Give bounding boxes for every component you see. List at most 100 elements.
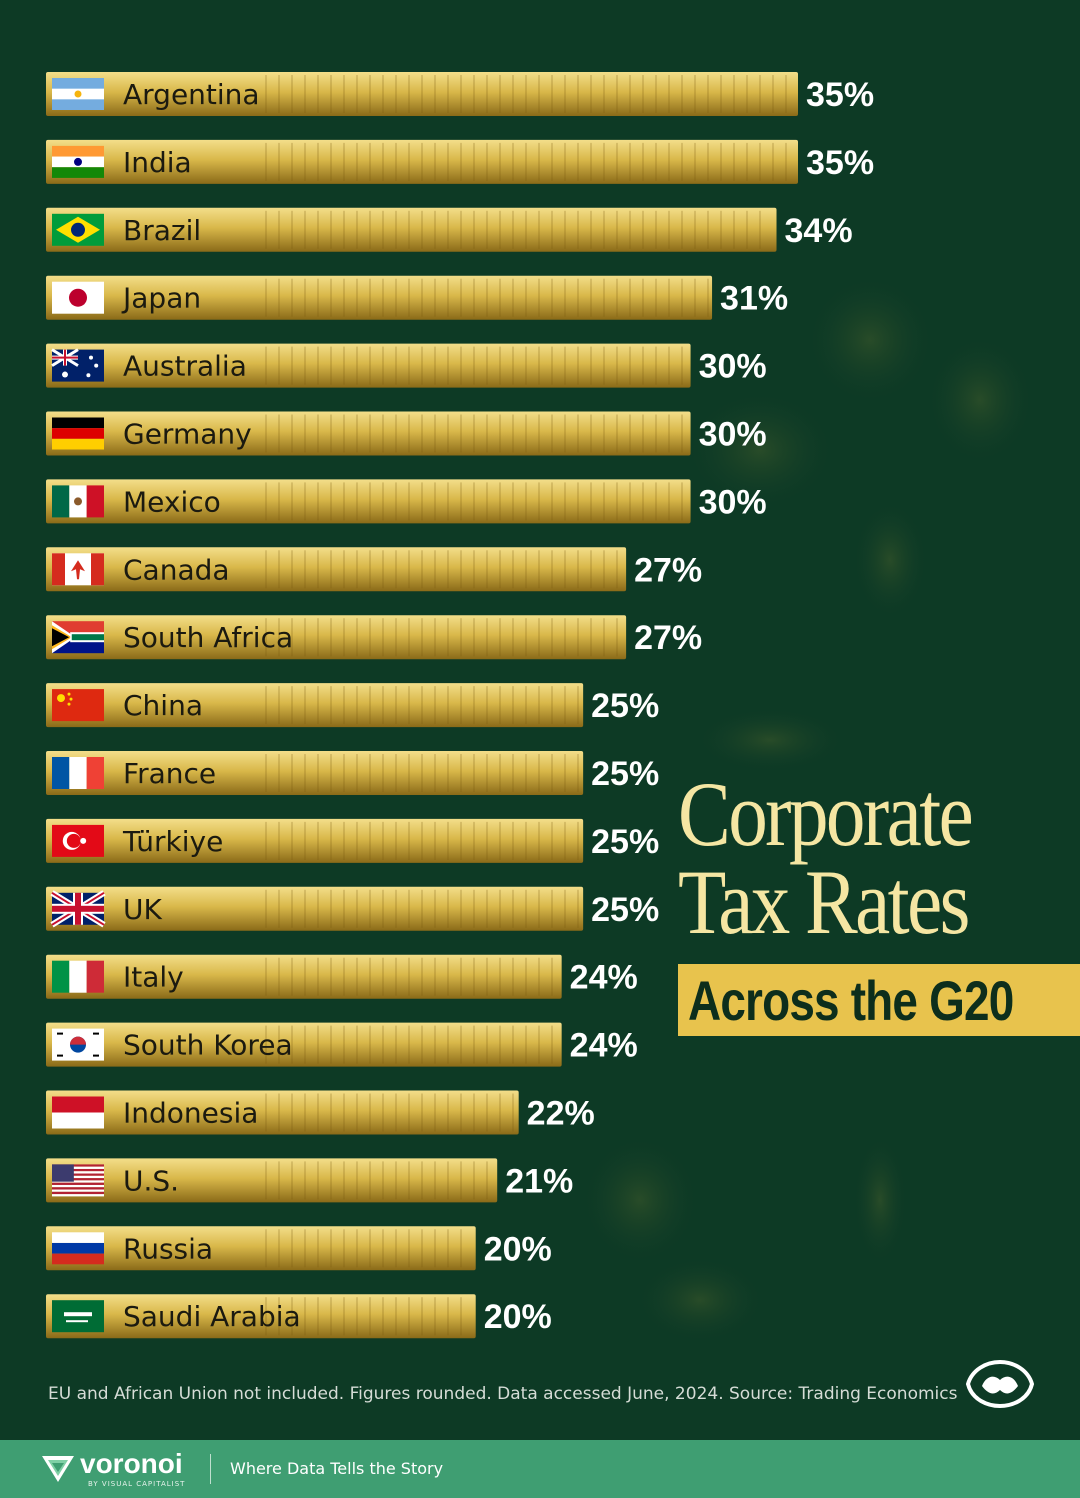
bar-row: China 25% — [46, 683, 659, 728]
chart-title-line-1: Corporate — [678, 763, 974, 865]
bar-row: Brazil 34% — [46, 207, 853, 252]
bar-saudi-arabia — [46, 1294, 476, 1339]
bar-value-label: 22% — [527, 1095, 595, 1133]
bar-south-korea — [46, 1022, 562, 1067]
bar-label: Saudi Arabia — [123, 1300, 301, 1333]
bar-value-label: 27% — [634, 551, 702, 589]
bar-value-label: 35% — [806, 144, 874, 182]
bar-row: Indonesia 22% — [46, 1090, 595, 1135]
south-africa-flag — [52, 621, 104, 654]
uk-flag — [50, 890, 106, 928]
bar-canada — [46, 547, 627, 592]
bar-label: Canada — [123, 553, 230, 586]
bar-row: Germany 30% — [46, 411, 767, 456]
chart-title-line-2: Tax Rates — [678, 851, 970, 953]
bar-label: Indonesia — [123, 1097, 258, 1130]
india-flag — [52, 145, 104, 178]
russia-flag — [52, 1232, 104, 1265]
footer-bar: voronoi BY VISUAL CAPITALIST Where Data … — [0, 1440, 1080, 1498]
bar-row: Argentina 35% — [46, 72, 874, 116]
brazil-flag — [52, 213, 104, 246]
bar-row: Canada 27% — [46, 547, 702, 592]
bar-texture — [265, 1229, 462, 1268]
bar-row: Saudi Arabia 20% — [46, 1294, 552, 1339]
bar-argentina — [46, 72, 798, 116]
australia-flag — [51, 348, 104, 382]
bar-label: Türkiye — [122, 825, 223, 858]
bar-label: Russia — [123, 1232, 213, 1265]
visual-capitalist-icon — [965, 1359, 1035, 1409]
bar-texture — [265, 550, 618, 589]
mexico-flag — [52, 485, 104, 518]
bar-row: U.S. 21% — [46, 1158, 573, 1203]
bar-chart: Argentina 35% India 35% Brazil 34% Japan 31% Aus… — [46, 72, 874, 1339]
south-korea-flag — [52, 1028, 104, 1061]
bar-uk — [46, 886, 584, 931]
bar-texture — [265, 414, 683, 453]
bar-row: UK 25% — [46, 886, 659, 931]
bar-indonesia — [46, 1090, 519, 1135]
bar-value-label: 24% — [570, 1027, 638, 1065]
footer-divider — [210, 1454, 211, 1484]
japan-flag — [52, 281, 104, 314]
bar-label: South Africa — [123, 621, 293, 654]
bar-row: South Korea 24% — [46, 1022, 638, 1067]
bar-label: Mexico — [123, 485, 221, 518]
bar-texture — [265, 75, 787, 113]
bar-germany — [46, 411, 691, 456]
italy-flag — [52, 960, 104, 993]
bar-mexico — [46, 479, 691, 524]
bar-row: Japan 31% — [46, 275, 788, 320]
bar-label: China — [123, 689, 203, 722]
bar-row: Australia 30% — [46, 343, 767, 388]
bar-value-label: 25% — [591, 687, 659, 725]
bar-value-label: 24% — [570, 959, 638, 997]
bar-u-s- — [46, 1158, 498, 1203]
bar-row: France 25% — [46, 751, 659, 795]
chart-subtitle: Across the G20 — [688, 969, 1014, 1032]
bar-label: France — [123, 757, 216, 790]
bar-italy — [46, 954, 562, 999]
source-footnote: EU and African Union not included. Figur… — [48, 1384, 958, 1404]
bar-south-africa — [46, 615, 627, 660]
bar-label: Germany — [123, 418, 252, 451]
bar-australia — [46, 343, 691, 388]
bar-t-rkiye — [46, 818, 584, 863]
bar-label: Brazil — [123, 214, 201, 247]
indonesia-flag — [52, 1096, 104, 1129]
bar-texture — [265, 1297, 462, 1336]
bar-texture — [265, 821, 579, 860]
bar-row: Russia 20% — [46, 1226, 552, 1271]
bar-value-label: 30% — [699, 416, 767, 454]
bar-value-label: 30% — [699, 483, 767, 521]
saudi-arabia-flag — [52, 1300, 104, 1333]
title-block: Corporate Tax Rates Across the G20 — [678, 763, 1080, 1036]
bar-label: Argentina — [123, 78, 260, 111]
voronoi-logo-icon — [42, 1456, 74, 1482]
bar-value-label: 31% — [720, 280, 788, 318]
bar-texture — [265, 957, 553, 996]
bar-label: Italy — [123, 961, 184, 994]
footer-brand-sub: BY VISUAL CAPITALIST — [88, 1480, 186, 1488]
us-flag — [52, 1164, 104, 1197]
bar-texture — [265, 142, 787, 181]
bar-russia — [46, 1226, 476, 1271]
bar-row: India 35% — [46, 139, 874, 184]
bar-texture — [265, 618, 618, 657]
bar-japan — [46, 275, 713, 320]
bar-row: Italy 24% — [46, 954, 638, 999]
bar-value-label: 20% — [484, 1298, 552, 1336]
bar-france — [46, 751, 584, 795]
bar-texture — [265, 278, 709, 317]
bar-texture — [265, 346, 683, 385]
bar-label: South Korea — [123, 1029, 293, 1062]
bar-value-label: 25% — [591, 823, 659, 861]
bar-row: Türkiye 25% — [46, 818, 659, 863]
bar-texture — [265, 210, 761, 249]
bar-china — [46, 683, 584, 728]
bar-label: Australia — [123, 350, 247, 383]
bar-label: India — [123, 146, 192, 179]
bar-texture — [265, 1025, 553, 1064]
bar-value-label: 25% — [591, 891, 659, 929]
